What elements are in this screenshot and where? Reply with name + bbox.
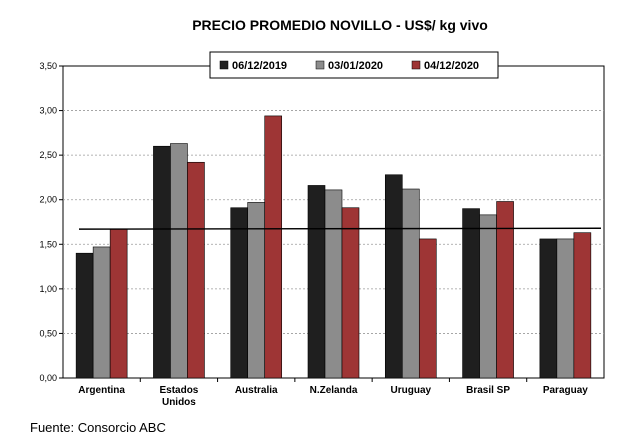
bar-04/12/2020 (341, 207, 360, 379)
x-tick-label: Estados (159, 385, 198, 396)
bar-03/01/2020 (479, 214, 497, 379)
x-tick-label: Argentina (78, 385, 125, 396)
legend-label: 06/12/2019 (232, 60, 287, 72)
y-tick-label: 0,50 (39, 328, 57, 338)
reference-line (78, 227, 602, 230)
chart-title: PRECIO PROMEDIO NOVILLO - US$/ kg vivo (192, 17, 488, 33)
bar-03/01/2020 (170, 143, 188, 379)
x-tick-label: N.Zelanda (310, 385, 358, 396)
bar-04/12/2020 (496, 201, 514, 379)
bar-04/12/2020 (187, 161, 205, 379)
bar-04/12/2020 (418, 238, 437, 379)
legend: 06/12/2019 03/01/2020 04/12/2020 (209, 51, 499, 79)
bar-03/01/2020 (401, 188, 420, 379)
bar-06/12/2019 (462, 208, 480, 379)
y-tick-label: 1,50 (39, 239, 57, 249)
bars (75, 115, 592, 379)
bar-06/12/2019 (384, 174, 403, 379)
bar-03/01/2020 (92, 246, 111, 379)
y-tick-label: 0,00 (39, 373, 57, 383)
legend-box (209, 51, 499, 79)
y-tick-label: 1,00 (39, 284, 57, 294)
x-tick-label: Paraguay (543, 385, 588, 396)
bar-04/12/2020 (264, 115, 283, 379)
x-tick-label: Brasil SP (466, 385, 510, 396)
legend-swatch (315, 60, 325, 70)
bar-06/12/2019 (307, 185, 326, 379)
reference-line-stroke (78, 227, 602, 230)
y-tick-label: 2,50 (39, 150, 57, 160)
bar-04/12/2020 (109, 228, 128, 379)
bar-03/01/2020 (556, 238, 575, 379)
legend-label: 04/12/2020 (424, 60, 479, 72)
bar-06/12/2019 (230, 207, 249, 379)
bar-06/12/2019 (75, 252, 94, 379)
bar-03/01/2020 (324, 189, 343, 379)
legend-label: 03/01/2020 (328, 60, 383, 72)
bar-04/12/2020 (573, 232, 592, 379)
x-tick-label: Uruguay (391, 385, 432, 396)
legend-swatch (411, 60, 421, 70)
y-tick-label: 3,50 (39, 61, 57, 71)
y-tick-label: 2,00 (39, 195, 57, 205)
y-tick-label: 3,00 (39, 106, 57, 116)
x-tick-label: Unidos (162, 397, 196, 408)
bar-06/12/2019 (539, 238, 558, 379)
bar-06/12/2019 (153, 145, 171, 379)
source-note: Fuente: Consorcio ABC (30, 420, 166, 435)
legend-swatch (219, 60, 229, 70)
x-tick-label: Australia (235, 385, 278, 396)
y-axis: 0,00 0,50 1,00 1,50 2,00 2,50 3,00 3,50 (39, 61, 63, 383)
